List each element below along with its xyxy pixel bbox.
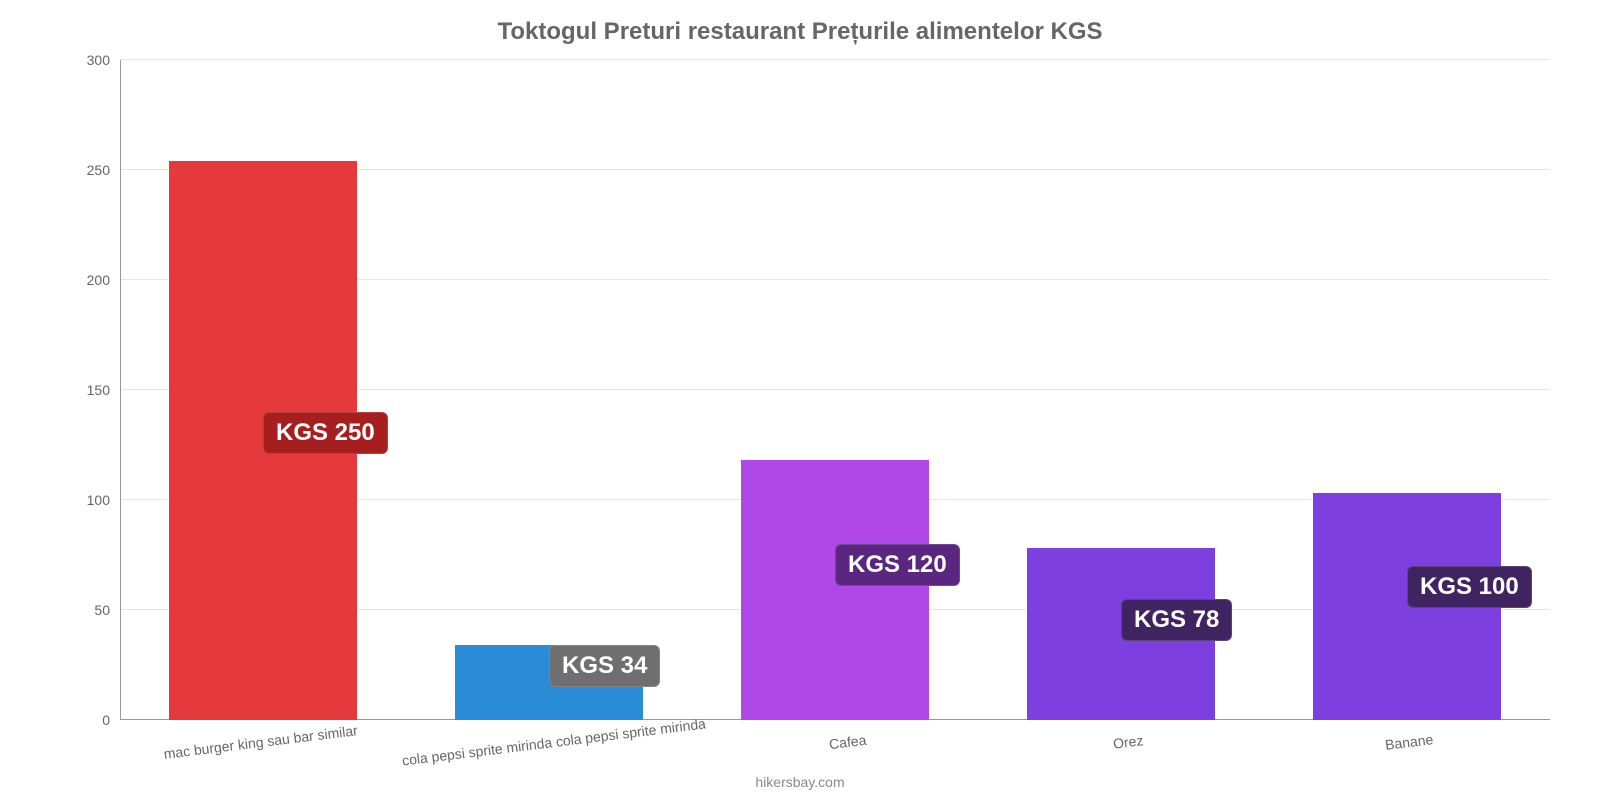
y-tick-label: 50 bbox=[94, 602, 110, 618]
bars-area: KGS 250 KGS 34 KGS 120 KGS 78 KGS 100 bbox=[120, 60, 1550, 720]
y-tick-label: 150 bbox=[87, 382, 110, 398]
x-tick-label: Orez bbox=[988, 734, 1269, 750]
y-tick-label: 0 bbox=[102, 712, 110, 728]
bar-group: KGS 250 bbox=[120, 60, 406, 720]
y-tick-label: 300 bbox=[87, 52, 110, 68]
bar-group: KGS 78 bbox=[978, 60, 1264, 720]
bar-value-label: KGS 34 bbox=[549, 645, 660, 687]
bar-value-label: KGS 120 bbox=[835, 544, 960, 586]
y-tick-label: 250 bbox=[87, 162, 110, 178]
x-tick-label: mac burger king sau bar similar bbox=[120, 734, 401, 750]
x-tick-label: cola pepsi sprite mirinda cola pepsi spr… bbox=[401, 734, 707, 750]
chart-title: Toktogul Preturi restaurant Prețurile al… bbox=[0, 18, 1600, 46]
plot-area: 050100150200250300 KGS 250KGS 34KGS 120K… bbox=[120, 60, 1550, 720]
bar-value-label: KGS 78 bbox=[1121, 599, 1232, 641]
bar-value-label: KGS 100 bbox=[1407, 566, 1532, 608]
y-tick-label: 200 bbox=[87, 272, 110, 288]
chart-container: Toktogul Preturi restaurant Prețurile al… bbox=[0, 0, 1600, 800]
y-tick-label: 100 bbox=[87, 492, 110, 508]
bar-group: KGS 100 bbox=[1264, 60, 1550, 720]
bar-group: KGS 34 bbox=[406, 60, 692, 720]
x-tick-label: Banane bbox=[1269, 734, 1550, 750]
bar bbox=[741, 460, 930, 720]
bar-value-label: KGS 250 bbox=[263, 412, 388, 454]
x-tick-label: Cafea bbox=[707, 734, 988, 750]
footer-text: hikersbay.com bbox=[0, 774, 1600, 790]
bar-group: KGS 120 bbox=[692, 60, 978, 720]
y-axis: 050100150200250300 bbox=[70, 60, 120, 720]
x-labels: mac burger king sau bar similarcola peps… bbox=[120, 734, 1550, 750]
